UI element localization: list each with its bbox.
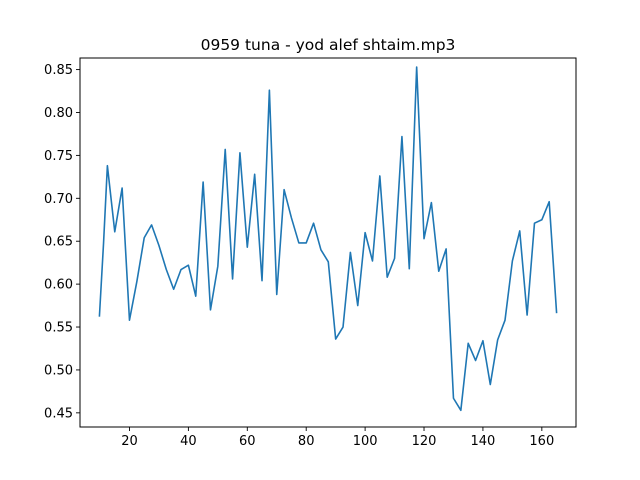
y-tick-label: 0.55 bbox=[44, 321, 73, 336]
x-tick-label: 80 bbox=[298, 434, 315, 449]
y-tick-label: 0.65 bbox=[44, 235, 73, 250]
y-tick-label: 0.70 bbox=[44, 192, 73, 207]
x-tick-label: 40 bbox=[180, 434, 197, 449]
y-tick-label: 0.50 bbox=[44, 363, 73, 378]
x-tick-label: 100 bbox=[353, 434, 378, 449]
y-tick-label: 0.80 bbox=[44, 106, 73, 121]
x-tick-label: 120 bbox=[412, 434, 437, 449]
x-axis-ticks: 20 40 60 80 100 120 140 160 bbox=[121, 427, 554, 449]
y-tick-label: 0.75 bbox=[44, 149, 73, 164]
x-tick-label: 140 bbox=[471, 434, 496, 449]
y-tick-label: 0.60 bbox=[44, 278, 73, 293]
x-tick-label: 20 bbox=[121, 434, 138, 449]
y-axis-ticks: 0.45 0.50 0.55 0.60 0.65 0.70 0.75 0.80 0.85 bbox=[44, 63, 80, 421]
plot-frame bbox=[79, 57, 577, 428]
x-tick-label: 160 bbox=[529, 434, 554, 449]
plot-content bbox=[98, 66, 558, 412]
chart-title: 0959 tuna - yod alef shtaim.mp3 bbox=[201, 36, 456, 54]
y-tick-label: 0.45 bbox=[44, 406, 73, 421]
y-tick-label: 0.85 bbox=[44, 63, 73, 78]
series-line-0 bbox=[98, 66, 558, 412]
x-tick-label: 60 bbox=[239, 434, 256, 449]
